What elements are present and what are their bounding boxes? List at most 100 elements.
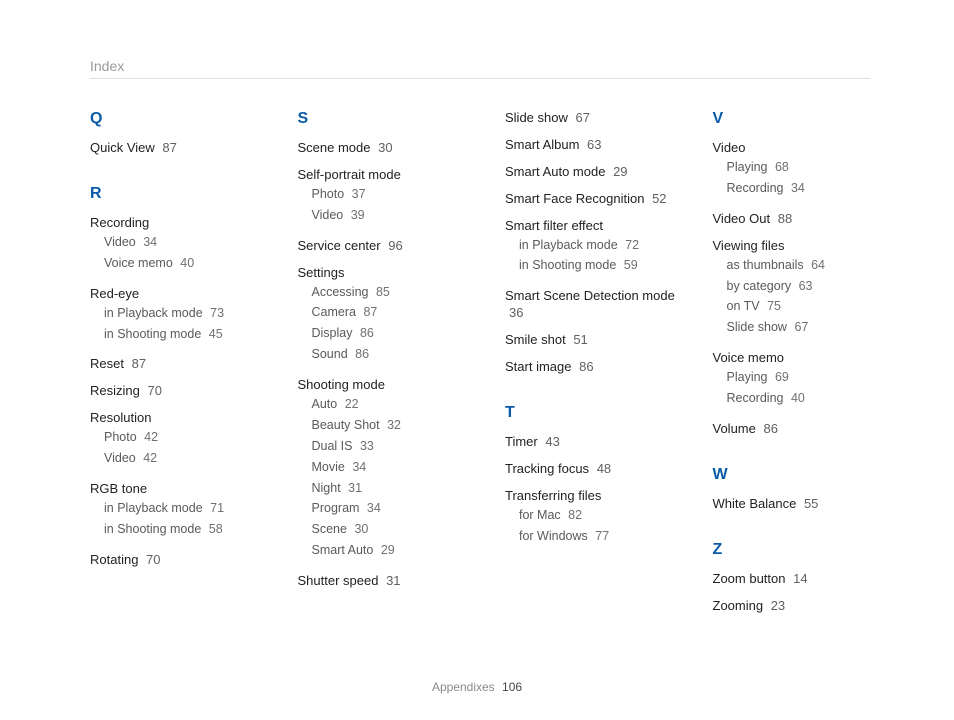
subentry-page: 72	[625, 238, 639, 252]
index-subentry[interactable]: Camera 87	[312, 304, 476, 321]
index-subentry[interactable]: Accessing 85	[312, 284, 476, 301]
index-subentry[interactable]: in Playback mode 73	[104, 305, 268, 322]
index-group: RGB tone in Playback mode 71 in Shooting m…	[90, 481, 268, 542]
entry-page: 63	[587, 137, 601, 152]
index-column: QQuick View 87RRecordingVideo 34Voice me…	[90, 110, 268, 624]
index-group: VideoPlaying 68Recording 34	[713, 140, 891, 201]
index-entry[interactable]: Tracking focus 48	[505, 461, 683, 478]
index-group: Viewing filesas thumbnails 64by category…	[713, 238, 891, 341]
index-group: ResolutionPhoto 42Video 42	[90, 410, 268, 471]
group-title: Red-eye	[90, 286, 268, 301]
index-entry[interactable]: Smart Album 63	[505, 137, 683, 154]
group-title: RGB tone	[90, 481, 268, 496]
index-subentry[interactable]: Sound 86	[312, 346, 476, 363]
index-subentry[interactable]: Playing 69	[727, 369, 891, 386]
footer-page-number: 106	[502, 680, 522, 694]
entry-label: Smart Album	[505, 137, 579, 152]
index-entry[interactable]: Timer 43	[505, 434, 683, 451]
index-entry[interactable]: Reset 87	[90, 356, 268, 373]
group-title: Transferring files	[505, 488, 683, 503]
index-subentry[interactable]: for Windows 77	[519, 528, 683, 545]
subentry-label: in Shooting mode	[519, 258, 616, 272]
subentry-page: 34	[791, 181, 805, 195]
subentry-page: 86	[360, 326, 374, 340]
subentry-label: Slide show	[727, 320, 787, 334]
index-subentry[interactable]: by category 63	[727, 278, 891, 295]
index-entry[interactable]: Zooming 23	[713, 598, 891, 615]
index-subentry[interactable]: Video 42	[104, 450, 268, 467]
index-subentry[interactable]: in Shooting mode 59	[519, 257, 683, 274]
index-subentry[interactable]: Voice memo 40	[104, 255, 268, 272]
index-entry[interactable]: Slide show 67	[505, 110, 683, 127]
index-subentry[interactable]: Scene 30	[312, 521, 476, 538]
index-letter: Z	[713, 541, 891, 559]
index-entry[interactable]: White Balance 55	[713, 496, 891, 513]
index-subentry[interactable]: Slide show 67	[727, 319, 891, 336]
entry-label: Timer	[505, 434, 538, 449]
index-subentry[interactable]: Dual IS 33	[312, 438, 476, 455]
index-subentry[interactable]: Program 34	[312, 500, 476, 517]
index-letter: V	[713, 110, 891, 128]
index-subentry[interactable]: in Shooting mode 45	[104, 326, 268, 343]
index-subentry[interactable]: Beauty Shot 32	[312, 417, 476, 434]
index-entry[interactable]: Zoom button 14	[713, 571, 891, 588]
subentry-page: 58	[209, 522, 223, 536]
subentry-page: 32	[387, 418, 401, 432]
index-subentry[interactable]: Night 31	[312, 480, 476, 497]
subentry-label: Voice memo	[104, 256, 173, 270]
index-subentry[interactable]: Movie 34	[312, 459, 476, 476]
subentry-page: 33	[360, 439, 374, 453]
subentry-label: Smart Auto	[312, 543, 374, 557]
index-subentry[interactable]: in Playback mode 71	[104, 500, 268, 517]
subentry-label: by category	[727, 279, 792, 293]
index-subentry[interactable]: Auto 22	[312, 396, 476, 413]
index-subentry[interactable]: in Playback mode 72	[519, 237, 683, 254]
index-letter: W	[713, 466, 891, 484]
group-title: Self-portrait mode	[298, 167, 476, 182]
index-entry[interactable]: Quick View 87	[90, 140, 268, 157]
index-entry[interactable]: Rotating 70	[90, 552, 268, 569]
index-subentry[interactable]: Photo 37	[312, 186, 476, 203]
index-entry[interactable]: Smile shot 51	[505, 332, 683, 349]
index-subentry[interactable]: Video 34	[104, 234, 268, 251]
subentry-label: for Mac	[519, 508, 561, 522]
index-subentry[interactable]: Video 39	[312, 207, 476, 224]
index-entry[interactable]: Smart Scene Detection mode 36	[505, 288, 683, 322]
subentry-page: 31	[348, 481, 362, 495]
index-entry[interactable]: Smart Auto mode 29	[505, 164, 683, 181]
index-subentry[interactable]: on TV 75	[727, 298, 891, 315]
index-entry[interactable]: Volume 86	[713, 421, 891, 438]
entry-label: Video Out	[713, 211, 771, 226]
index-subentry[interactable]: Recording 34	[727, 180, 891, 197]
subentry-label: in Shooting mode	[104, 522, 201, 536]
index-subentry[interactable]: Playing 68	[727, 159, 891, 176]
index-subentry[interactable]: for Mac 82	[519, 507, 683, 524]
subentry-page: 85	[376, 285, 390, 299]
index-entry[interactable]: Start image 86	[505, 359, 683, 376]
subentry-label: Night	[312, 481, 341, 495]
index-entry[interactable]: Scene mode 30	[298, 140, 476, 157]
entry-page: 87	[162, 140, 176, 155]
index-entry[interactable]: Service center 96	[298, 238, 476, 255]
subentry-label: Display	[312, 326, 353, 340]
index-entry[interactable]: Smart Face Recognition 52	[505, 191, 683, 208]
subentry-page: 69	[775, 370, 789, 384]
subentry-page: 40	[180, 256, 194, 270]
entry-label: Slide show	[505, 110, 568, 125]
index-subentry[interactable]: as thumbnails 64	[727, 257, 891, 274]
subentry-page: 71	[210, 501, 224, 515]
index-entry[interactable]: Video Out 88	[713, 211, 891, 228]
index-subentry[interactable]: Display 86	[312, 325, 476, 342]
index-subentry[interactable]: Photo 42	[104, 429, 268, 446]
index-subentry[interactable]: Recording 40	[727, 390, 891, 407]
index-entry[interactable]: Resizing 70	[90, 383, 268, 400]
entry-page: 29	[613, 164, 627, 179]
index-entry[interactable]: Shutter speed 31	[298, 573, 476, 590]
subentry-label: Photo	[104, 430, 137, 444]
index-subentry[interactable]: Smart Auto 29	[312, 542, 476, 559]
index-subentry[interactable]: in Shooting mode 58	[104, 521, 268, 538]
subentry-page: 42	[144, 430, 158, 444]
entry-label: White Balance	[713, 496, 797, 511]
entry-page: 23	[771, 598, 785, 613]
entry-label: Smart Face Recognition	[505, 191, 644, 206]
